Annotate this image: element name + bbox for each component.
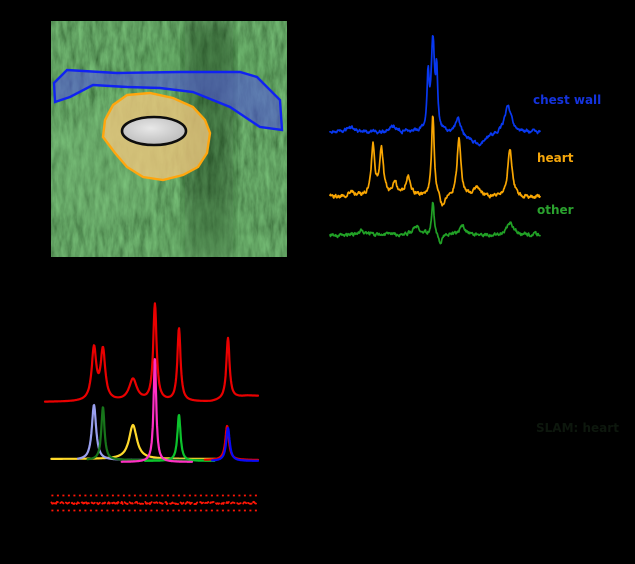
trace-chest-wall (329, 35, 541, 147)
voxel-ellipse (120, 115, 188, 147)
panel-fitted-spectrum (43, 302, 260, 512)
chest-wall-region (52, 68, 284, 132)
fit-component-green (144, 414, 216, 462)
fit-component-magenta (120, 358, 194, 463)
fit-residual (50, 500, 259, 506)
fit-component-periwinkle (76, 404, 191, 462)
fit-component-blue (211, 426, 260, 462)
fit-component-yellow (50, 423, 217, 460)
trace-heart (329, 115, 541, 207)
mri-bright-patch-bottom (150, 207, 260, 257)
legend-chest-wall: chest wall (533, 93, 602, 107)
panel-voxel-image (51, 21, 287, 257)
slam-panel-title: SLAM: heart (536, 421, 619, 435)
fit-measured-spectrum (43, 302, 260, 403)
legend-other: other (537, 203, 574, 217)
panel-region-spectra (329, 35, 541, 245)
trace-other (329, 201, 541, 245)
legend-heart: heart (537, 151, 574, 165)
